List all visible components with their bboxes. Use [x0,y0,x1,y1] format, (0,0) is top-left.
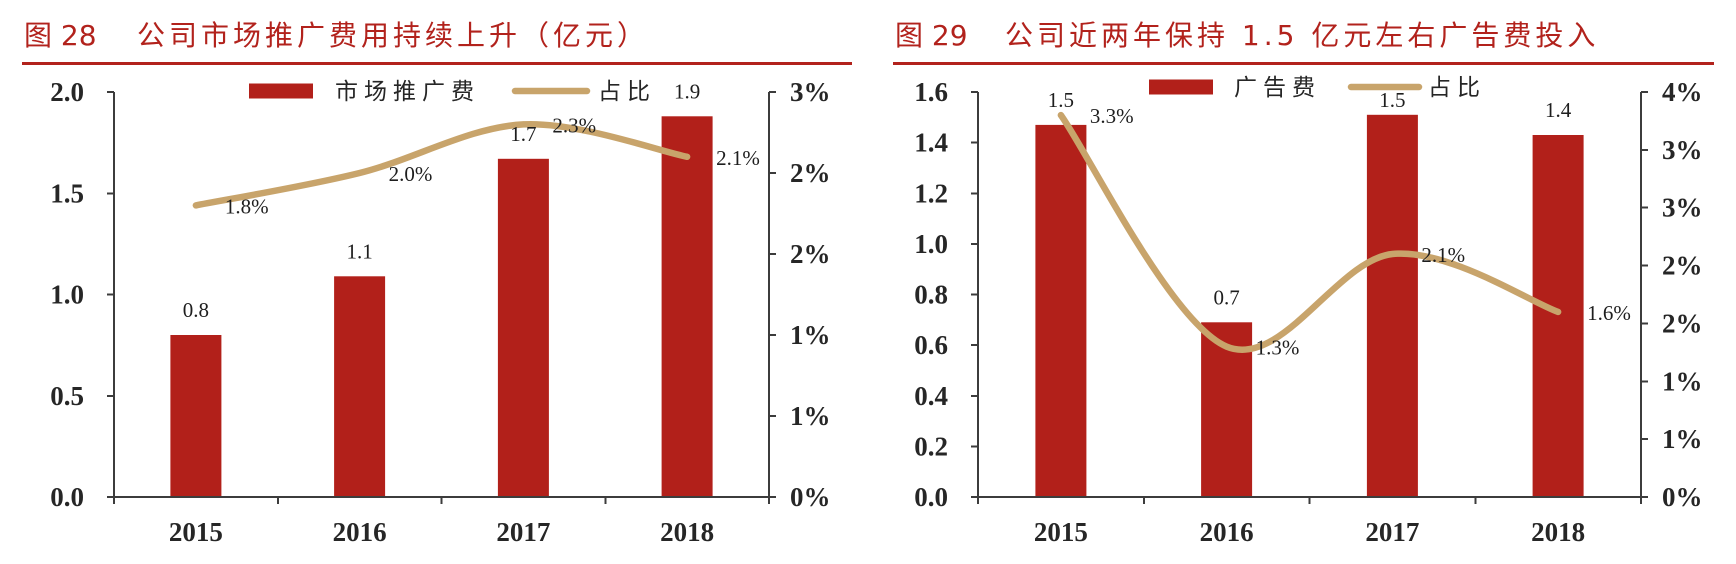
legend: 广告费 占比 [1149,75,1486,101]
share-value-label: 1.8% [225,194,269,218]
right-y-tick-label: 4% [1662,77,1703,107]
figure-title: 公司市场推广费用持续上升（亿元） [137,19,650,52]
x-category-label: 2015 [1034,517,1088,547]
right-y-tick-label: 0% [790,482,831,512]
advertising-expense-combo-chart: 0.0 0.2 0.4 0.6 0.8 1.0 1.2 1.4 1.6 0% 1% 1% 2% 2% 3% 3… [914,75,1703,547]
share-point-2015 [192,202,199,209]
bar-2017 [497,158,549,498]
bar-value-label: 1.7 [510,122,536,146]
right-y-tick-label: 1% [790,401,831,431]
bar-value-label: 1.9 [674,79,700,103]
left-y-tick-label: 1.2 [914,178,948,208]
right-y-tick-label: 1% [1662,366,1703,396]
bar-2017 [1366,114,1418,498]
share-value-label: 2.1% [1421,243,1465,267]
right-y-tick-label: 3% [1662,193,1703,223]
left-y-tick-label: 0.2 [914,431,948,461]
share-line [1057,111,1562,353]
legend-bar-label: 广告费 [1234,75,1321,101]
legend-bar-swatch [249,83,313,99]
left-y-tick-label: 0.8 [914,280,948,310]
x-category-label: 2017 [496,517,550,547]
bar-2018 [661,116,713,498]
left-chart-panel: 图 28 公司市场推广费用持续上升（亿元） 0.0 0.5 1.0 1.5 2.0 0% 1… [22,19,852,547]
left-y-tick-label: 0.0 [914,482,948,512]
legend: 市场推广费 占比 [249,79,656,105]
figure-number: 图 29 [895,19,968,52]
right-y-tick-label: 2% [790,158,831,188]
share-value-label: 2.1% [716,146,760,170]
title-underline [22,62,852,65]
right-y-tick-label: 2% [790,239,831,269]
legend-bar-label: 市场推广费 [335,79,480,105]
right-y-tick-label: 2% [1662,308,1703,338]
left-y-tick-label: 1.6 [914,77,948,107]
right-y-tick-label: 0% [1662,482,1703,512]
left-y-tick-label: 1.0 [914,229,948,259]
left-y-tick-label: 0.4 [914,381,948,411]
bar-series [1035,114,1584,498]
bar-series [170,116,713,498]
share-point-2017 [520,121,527,128]
x-category-label: 2016 [1200,517,1254,547]
legend-bar-swatch [1149,79,1213,95]
x-category-label: 2015 [169,517,223,547]
right-y-tick-label: 1% [1662,424,1703,454]
right-y-tick-label: 2% [1662,251,1703,281]
bar-2015 [170,335,222,497]
x-category-label: 2018 [660,517,714,547]
share-point-2015 [1057,112,1064,119]
share-line [192,121,691,209]
left-y-tick-label: 0.5 [50,381,84,411]
share-point-2016 [356,170,363,176]
figure-number: 图 28 [24,19,97,52]
legend-line-label: 占比 [1428,75,1486,101]
right-y-tick-label: 3% [790,77,831,107]
share-value-label: 3.3% [1090,104,1134,128]
left-y-tick-label: 2.0 [50,77,84,107]
share-value-label: 2.3% [552,113,596,137]
right-y-tick-label: 1% [790,320,831,350]
bar-value-label: 1.1 [346,239,372,263]
marketing-expense-combo-chart: 0.0 0.5 1.0 1.5 2.0 0% 1% 1% 2% 2% 3% 2015 2016 2017 2… [50,77,831,547]
share-value-label: 1.6% [1587,301,1631,325]
bar-value-label: 0.7 [1213,285,1239,309]
legend-line-label: 占比 [598,79,656,105]
bar-2018 [1532,135,1584,497]
bar-value-label: 1.5 [1379,88,1405,112]
bar-value-label: 1.4 [1545,98,1572,122]
bar-value-label: 0.8 [183,298,209,322]
left-y-tick-label: 0.0 [50,482,84,512]
share-point-2016 [1223,343,1230,350]
share-value-label: 2.0% [389,162,433,186]
right-y-tick-label: 3% [1662,135,1703,165]
x-category-label: 2017 [1365,517,1419,547]
left-y-tick-label: 1.5 [50,178,84,208]
right-chart-panel: 图 29 公司近两年保持 1.5 亿元左右广告费投入 0.0 0.2 0.4 0.6 0… [868,0,1736,564]
share-point-2018 [684,153,691,160]
left-y-tick-label: 0.6 [914,330,948,360]
x-category-label: 2016 [333,517,387,547]
bar-value-label: 1.5 [1048,88,1074,112]
bar-2015 [1035,124,1087,498]
left-y-tick-label: 1.0 [50,280,84,310]
x-category-label: 2018 [1531,517,1585,547]
figure-title: 公司近两年保持 1.5 亿元左右广告费投入 [1005,19,1600,52]
title-underline [893,62,1714,65]
left-y-tick-label: 1.4 [914,128,948,158]
share-value-label: 1.3% [1256,336,1300,360]
share-point-2018 [1555,308,1562,315]
bar-2016 [334,276,386,497]
share-point-2017 [1389,251,1396,257]
